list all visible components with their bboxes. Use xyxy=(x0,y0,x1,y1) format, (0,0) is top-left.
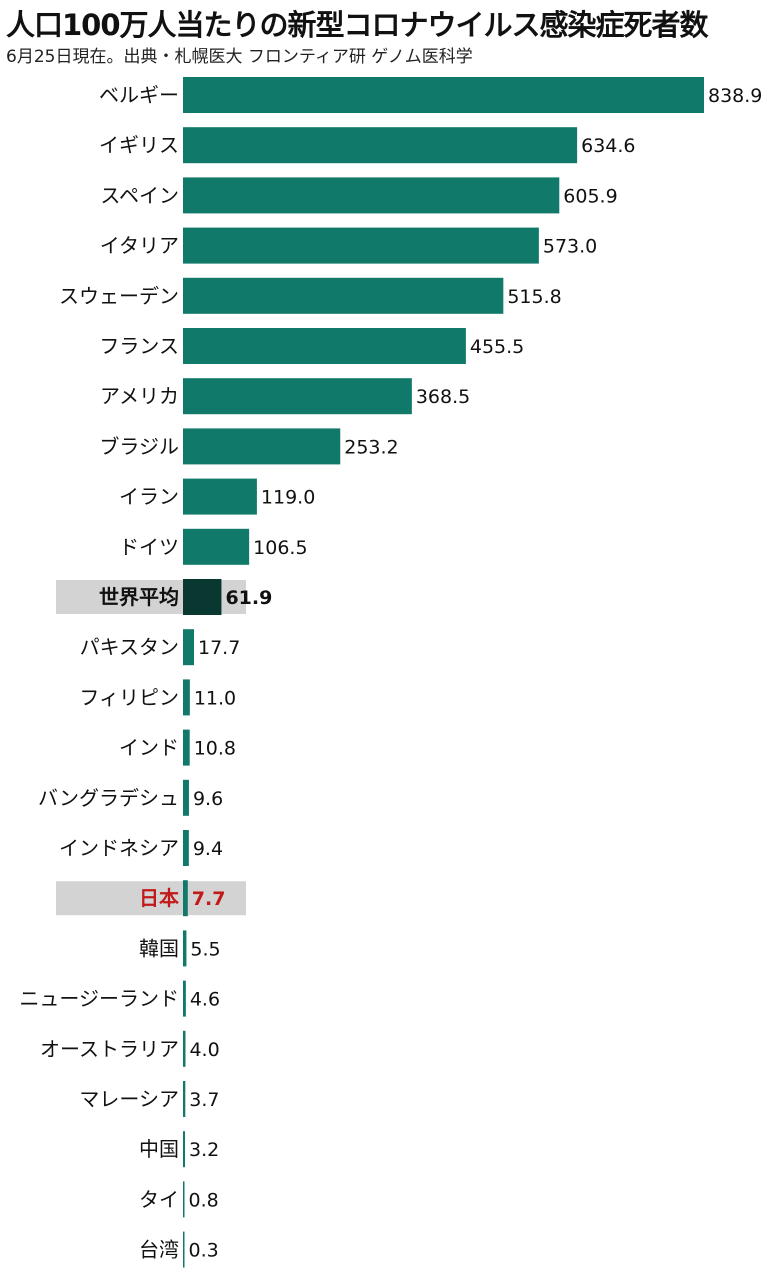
category-label: イギリス xyxy=(99,133,179,157)
category-label: インド xyxy=(119,736,179,760)
value-label: 838.9 xyxy=(708,85,762,107)
bar-9 xyxy=(183,528,250,565)
bar-10 xyxy=(183,579,222,615)
category-label: マレーシア xyxy=(79,1087,179,1111)
value-label: 634.6 xyxy=(581,135,635,157)
category-label: 世界平均 xyxy=(99,585,179,609)
value-label: 0.3 xyxy=(189,1240,219,1262)
chart-title: 人口100万人当たりの新型コロナウイルス感染症死者数 xyxy=(6,8,709,42)
category-label: ベルギー xyxy=(99,83,179,107)
value-label: 368.5 xyxy=(416,386,470,408)
category-label: スペイン xyxy=(100,183,179,207)
bar-4 xyxy=(183,277,504,314)
value-label: 7.7 xyxy=(192,888,226,910)
value-label: 11.0 xyxy=(194,687,236,709)
value-label: 61.9 xyxy=(225,587,272,609)
bar-14 xyxy=(183,779,189,816)
highlight-band xyxy=(56,881,246,916)
value-label: 119.0 xyxy=(261,487,315,509)
bar-6 xyxy=(183,378,412,415)
category-label: インドネシア xyxy=(59,836,179,860)
value-label: 455.5 xyxy=(470,336,524,358)
category-label: フランス xyxy=(99,334,179,358)
category-label: 台湾 xyxy=(139,1238,179,1262)
category-label: オーストラリア xyxy=(40,1037,179,1061)
category-label: イラン xyxy=(119,485,179,509)
value-label: 106.5 xyxy=(253,537,307,559)
value-label: 5.5 xyxy=(190,938,220,960)
category-label: ドイツ xyxy=(119,535,179,559)
bar-0 xyxy=(183,77,704,113)
bar-1 xyxy=(183,127,578,164)
value-label: 17.7 xyxy=(198,637,240,659)
value-label: 3.7 xyxy=(189,1089,219,1111)
value-label: 9.6 xyxy=(193,788,223,810)
bar-7 xyxy=(183,428,341,465)
bar-18 xyxy=(183,980,186,1017)
bar-22 xyxy=(183,1181,185,1218)
value-label: 4.0 xyxy=(189,1039,219,1061)
category-label: スウェーデン xyxy=(59,284,179,308)
bar-12 xyxy=(183,679,190,716)
value-label: 10.8 xyxy=(194,738,236,760)
category-label: イタリア xyxy=(100,234,179,258)
bar-23 xyxy=(183,1231,185,1268)
category-label: アメリカ xyxy=(100,384,179,408)
value-label: 605.9 xyxy=(563,185,617,207)
bar-8 xyxy=(183,478,257,515)
bar-20 xyxy=(183,1081,186,1117)
bar-17 xyxy=(183,930,187,967)
category-label: ブラジル xyxy=(99,434,179,458)
value-label: 4.6 xyxy=(190,989,220,1011)
bar-19 xyxy=(183,1030,186,1067)
value-label: 0.8 xyxy=(189,1189,219,1211)
category-label: バングラデシュ xyxy=(38,786,179,810)
bar-11 xyxy=(183,629,194,666)
category-label: パキスタン xyxy=(80,635,179,659)
bar-5 xyxy=(183,328,466,364)
value-label: 3.2 xyxy=(189,1139,219,1161)
chart-subtitle: 6月25日現在。出典・札幌医大 フロンティア研 ゲノム医科学 xyxy=(6,47,473,67)
bar-21 xyxy=(183,1131,185,1168)
value-label: 573.0 xyxy=(543,236,597,258)
bar-16 xyxy=(183,880,188,917)
category-label: 中国 xyxy=(139,1137,179,1161)
category-label: 日本 xyxy=(139,886,179,910)
bar-3 xyxy=(183,227,539,264)
category-label: 韓国 xyxy=(139,936,179,960)
value-label: 253.2 xyxy=(344,436,398,458)
value-label: 9.4 xyxy=(193,838,223,860)
bar-2 xyxy=(183,177,560,214)
category-label: フィリピン xyxy=(79,685,179,709)
bar-15 xyxy=(183,830,189,866)
category-label: ニュージーランド xyxy=(19,987,179,1011)
category-label: タイ xyxy=(139,1187,179,1211)
bar-13 xyxy=(183,729,190,766)
value-label: 515.8 xyxy=(507,286,561,308)
